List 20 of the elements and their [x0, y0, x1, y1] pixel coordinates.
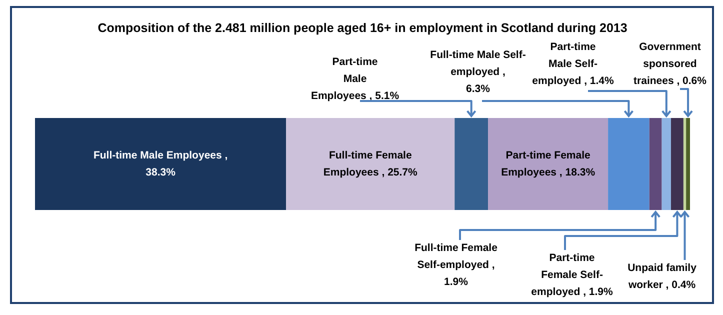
bar	[35, 118, 286, 210]
chart-title: Composition of the 2.481 million people aged 16+ in employment in Scotland during 2013	[98, 21, 628, 35]
data-label: Government sponsored trainees , 0.6%	[634, 41, 708, 87]
data-label: Full-time Female Self-employed , 1.9%	[414, 242, 498, 288]
bar	[488, 118, 608, 210]
bar	[686, 118, 690, 210]
data-label: Part-time Female Employees , 18.3%	[501, 150, 596, 178]
data-label: Full-time Male Employees , 38.3%	[93, 150, 228, 178]
data-label: Unpaid family worker , 0.4%	[627, 262, 697, 291]
bar	[670, 118, 684, 210]
bar	[454, 118, 488, 210]
data-label: Part-time Male Self-employed , 1.4%	[532, 41, 615, 87]
bar	[608, 118, 650, 210]
data-label: Part-time Female Self-employed , 1.9%	[531, 252, 614, 298]
bar	[649, 118, 662, 210]
data-label: Full-time Male Self-employed , 6.3%	[430, 49, 526, 95]
data-label: Full-time Female Employees , 25.7%	[323, 150, 418, 178]
bar	[286, 118, 455, 210]
bar	[683, 118, 686, 210]
bar	[662, 118, 671, 210]
